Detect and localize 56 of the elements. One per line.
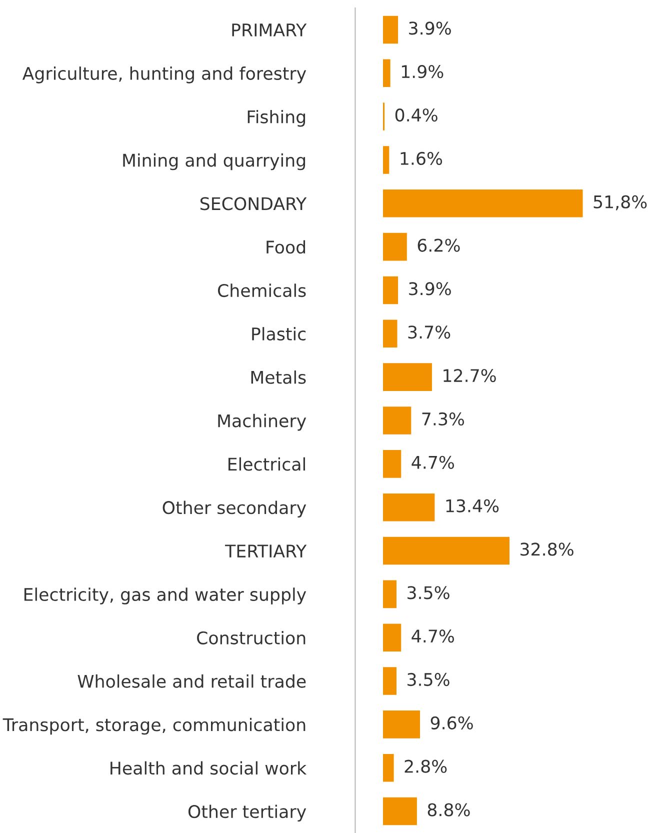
data-label: 4.7% (412, 456, 454, 469)
data-label: 13.4% (446, 499, 499, 512)
data-label: 3.5% (408, 586, 450, 600)
y-tick-label: Electricity, gas and water supply (24, 588, 306, 604)
data-label: 1.6% (400, 152, 442, 166)
data-label: 4.7% (412, 630, 454, 643)
y-tick-label: Machinery (218, 414, 306, 431)
data-label: 2.8% (404, 760, 447, 773)
y-tick-label: Construction (197, 631, 306, 644)
y-tick-label: Other secondary (162, 500, 306, 518)
bar (383, 232, 407, 261)
data-label: 1.9% (402, 65, 444, 78)
data-label: 3.7% (408, 326, 450, 339)
y-tick-label: Electrical (228, 457, 305, 471)
y-tick-label: Mining and quarrying (123, 153, 306, 170)
y-tick-label: Fishing (248, 110, 306, 127)
y-tick-label: Agriculture, hunting and forestry (22, 66, 306, 84)
bar (383, 580, 396, 608)
bar (383, 190, 583, 218)
data-label: 3.5% (408, 672, 450, 686)
data-label: 6.2% (418, 238, 460, 252)
bar (383, 493, 435, 522)
bar (383, 754, 394, 782)
bar (383, 450, 402, 478)
bar (383, 797, 417, 826)
y-tick-label: Plastic (252, 327, 306, 340)
y-tick-label: TERTIARY (225, 544, 307, 558)
y-tick-label: SECONDARY (200, 197, 307, 210)
bar (383, 536, 510, 565)
bar (383, 276, 398, 304)
y-tick-label: Metals (251, 370, 306, 384)
y-tick-label: Health and social work (110, 761, 307, 775)
y-tick-label: Chemicals (218, 284, 306, 298)
y-tick-label: Wholesale and retail trade (78, 674, 306, 688)
bar (383, 406, 412, 434)
y-tick-label: PRIMARY (232, 24, 307, 36)
bar (383, 667, 396, 695)
data-label: 8.8% (428, 803, 470, 816)
y-tick-label: Food (266, 240, 306, 254)
bar (383, 59, 390, 88)
bar (383, 624, 402, 652)
data-label: 7.3% (422, 412, 464, 426)
data-label: 0.4% (395, 108, 438, 122)
data-label: 9.6% (430, 716, 473, 730)
y-tick-label: Transport, storage, communication (2, 718, 306, 735)
data-label: 32.8% (520, 542, 574, 556)
bar (383, 146, 390, 174)
data-label: 12.7% (444, 368, 496, 382)
data-label: 3.9% (409, 282, 451, 296)
bar (383, 320, 398, 348)
bar (383, 710, 420, 738)
data-label: 3.9% (409, 22, 451, 35)
bar (383, 16, 398, 44)
y-tick-label: Other tertiary (188, 804, 306, 822)
data-label: 51,8% (594, 195, 647, 210)
bar (383, 363, 432, 391)
